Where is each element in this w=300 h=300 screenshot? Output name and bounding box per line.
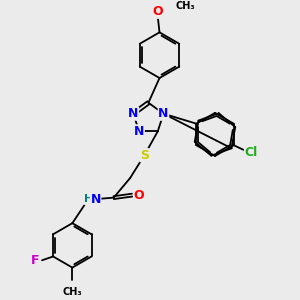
Text: H: H: [84, 194, 93, 204]
Text: O: O: [134, 189, 144, 202]
Text: S: S: [140, 149, 149, 162]
Text: CH₃: CH₃: [176, 1, 195, 11]
Text: N: N: [158, 107, 169, 120]
Text: N: N: [128, 107, 139, 120]
Text: O: O: [153, 5, 163, 18]
Text: N: N: [90, 193, 101, 206]
Text: CH₃: CH₃: [62, 287, 82, 297]
Text: F: F: [31, 254, 39, 267]
Text: N: N: [134, 125, 144, 138]
Text: Cl: Cl: [244, 146, 258, 159]
